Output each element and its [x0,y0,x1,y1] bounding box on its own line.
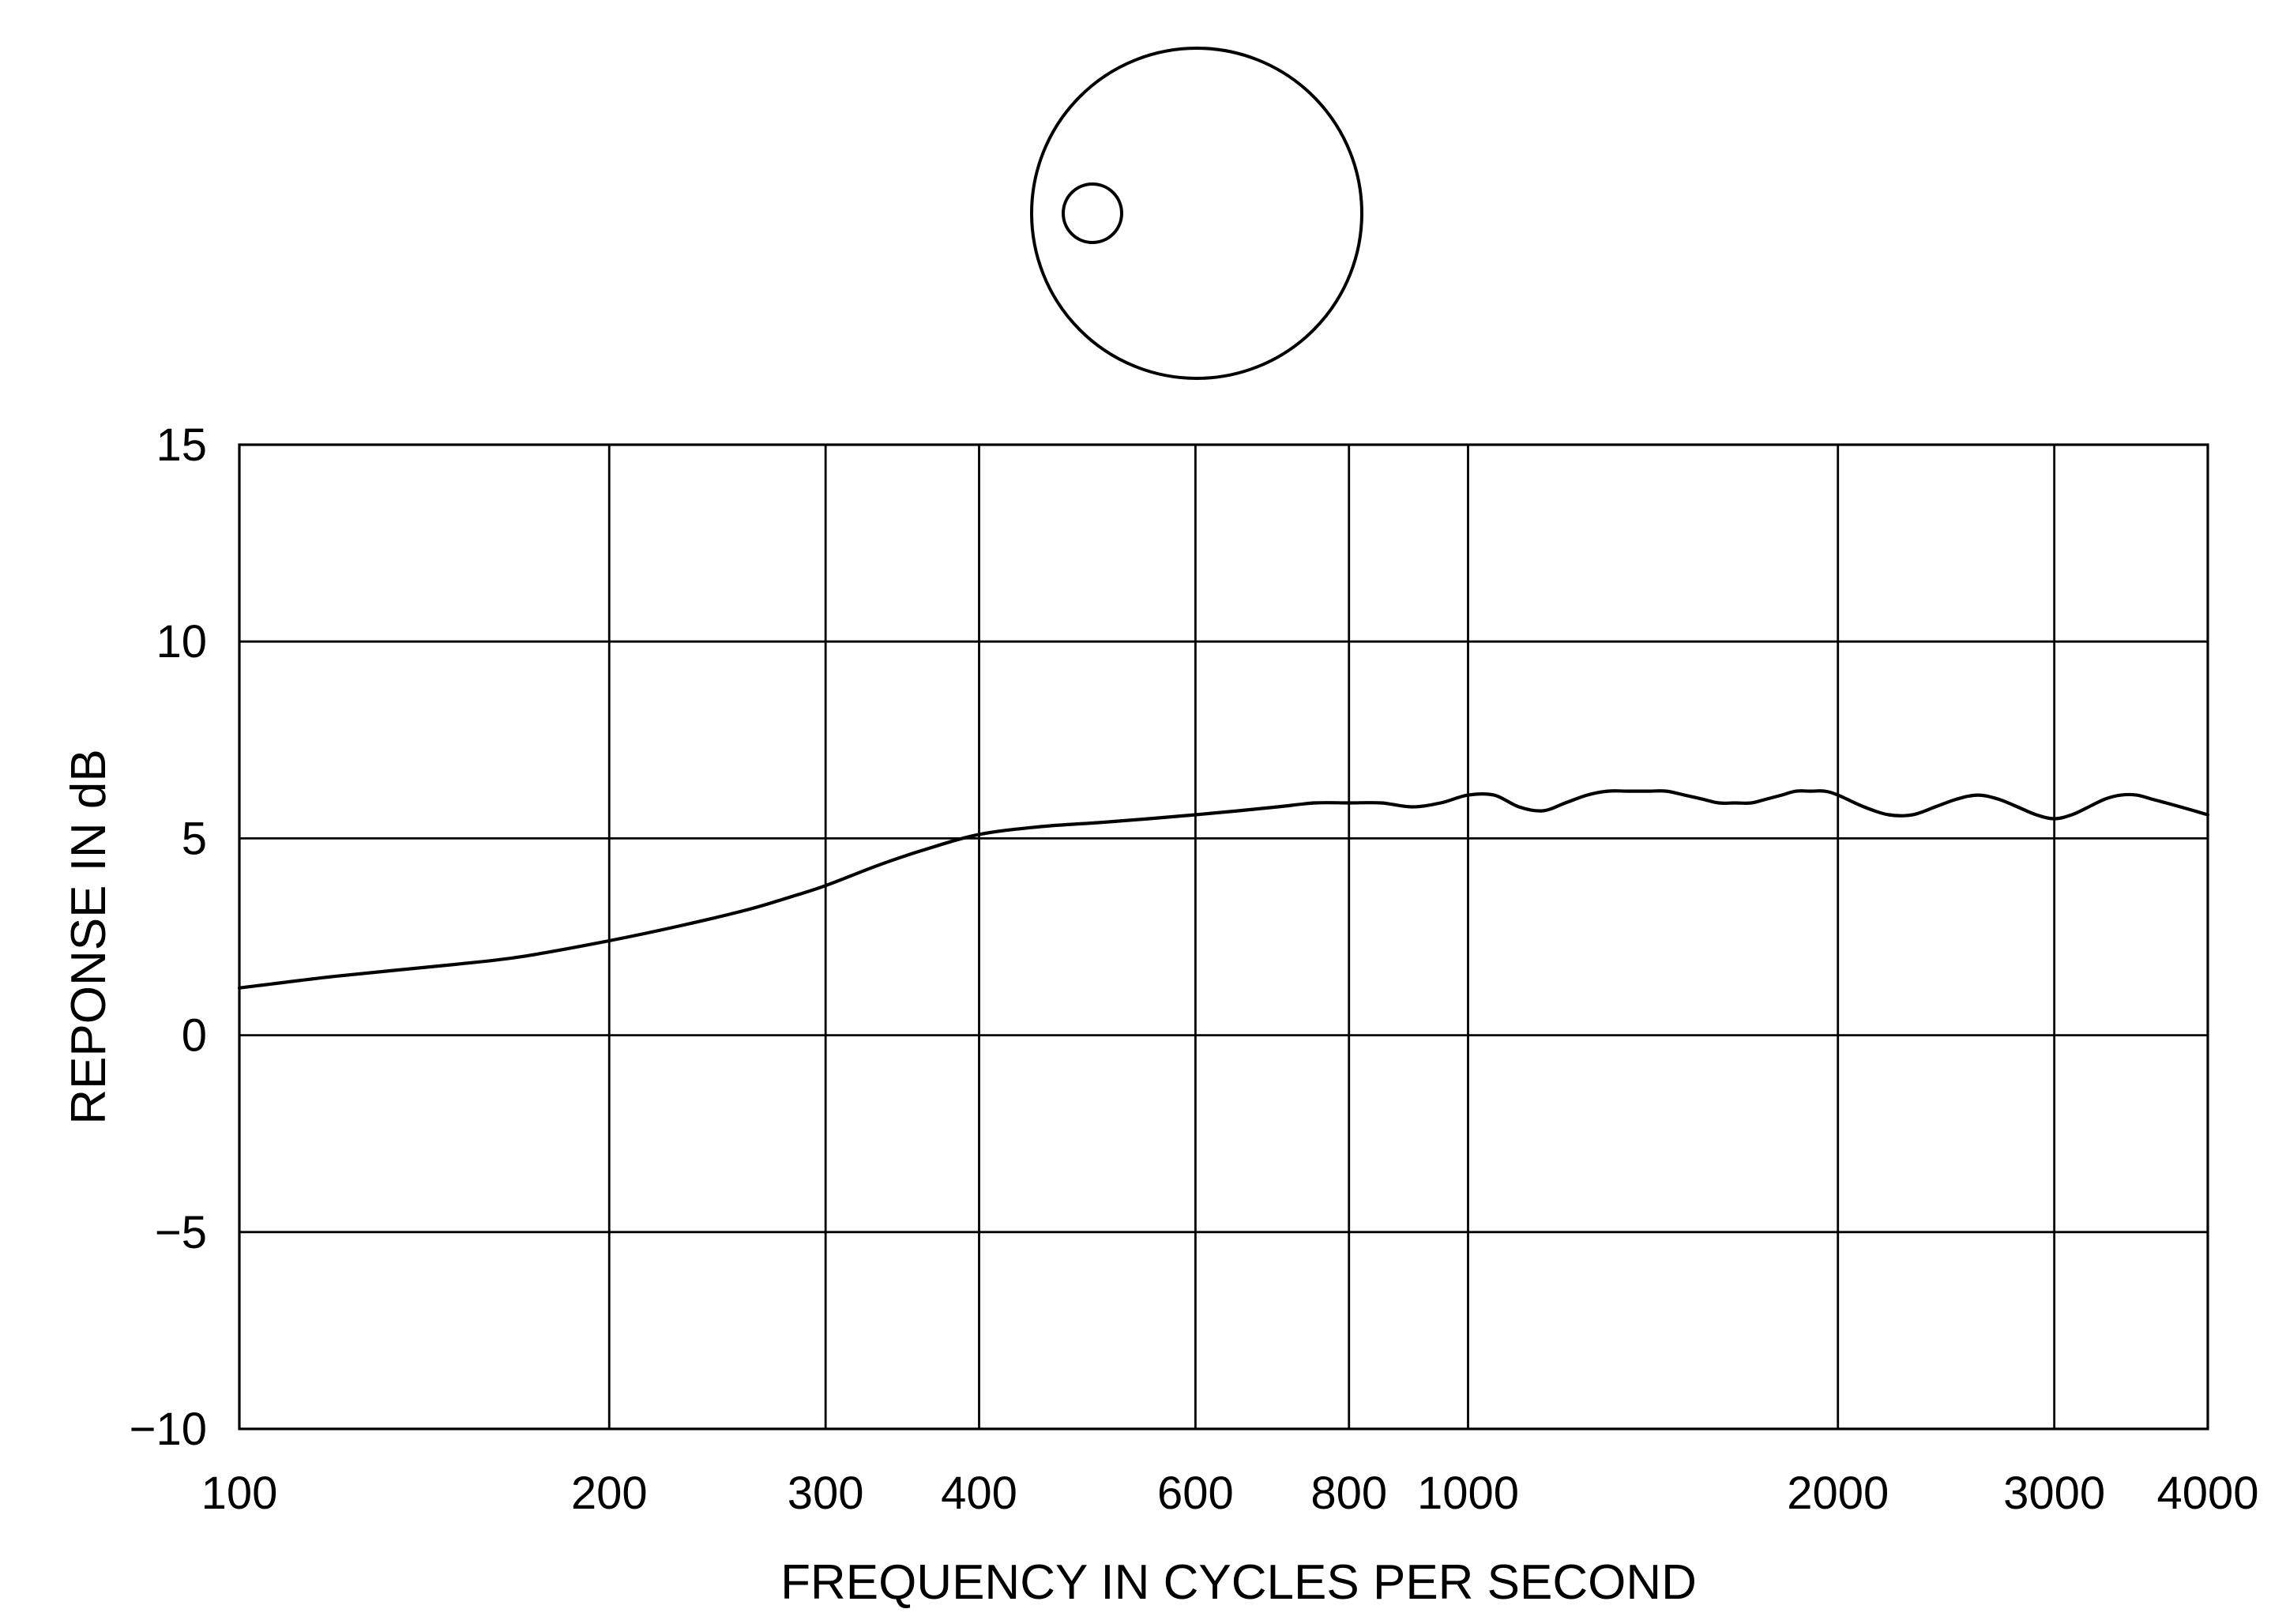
grid [239,445,2208,1429]
x-tick-label: 100 [201,1468,278,1519]
x-tick-label: 200 [571,1468,648,1519]
x-tick-label: 600 [1157,1468,1234,1519]
x-axis-title: FREQUENCY IN CYCLES PER SECOND [780,1555,1697,1610]
x-tick-label: 800 [1310,1468,1387,1519]
diagram [1030,47,1363,380]
inner-circle [1062,182,1123,244]
plot-frame [238,443,2209,1430]
y-tick-label: −5 [155,1207,207,1258]
y-tick-label: 0 [182,1010,207,1062]
outer-circle [1030,47,1363,380]
y-tick-label: 15 [156,419,207,471]
y-tick-labels: 15 10 5 0 −5 −10 [130,419,207,1455]
x-tick-label: 400 [941,1468,1017,1519]
x-tick-label: 1000 [1417,1468,1519,1519]
x-tick-label: 300 [788,1468,864,1519]
y-tick-label: 5 [182,813,207,864]
y-axis-title: REPONSE IN dB [62,749,116,1124]
x-tick-labels: 100 200 300 400 600 800 1000 2000 3000 4000 [201,1468,2259,1519]
series-layer [237,789,2210,990]
x-tick-label: 3000 [2003,1468,2105,1519]
x-tick-label: 4000 [2156,1468,2258,1519]
x-tick-label: 2000 [1787,1468,1889,1519]
y-tick-label: 10 [156,616,207,667]
response-curve [237,789,2210,990]
y-tick-label: −10 [130,1404,207,1455]
